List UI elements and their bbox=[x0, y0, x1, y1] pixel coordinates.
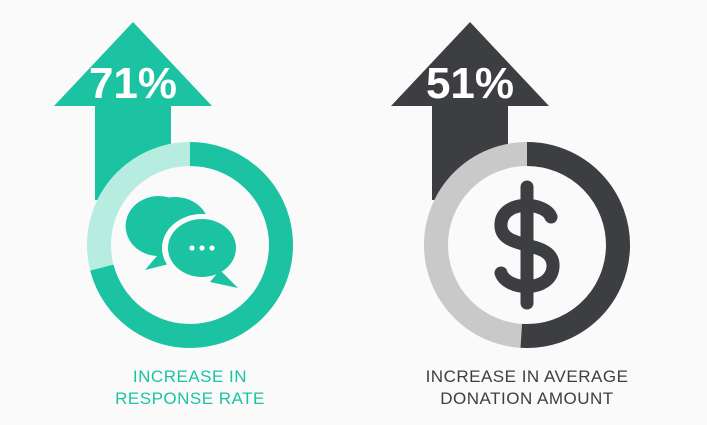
value-label: 51% bbox=[426, 59, 514, 108]
caption: INCREASE IN bbox=[133, 367, 247, 386]
caption: DONATION AMOUNT bbox=[440, 389, 613, 408]
chat-icon bbox=[125, 196, 242, 288]
dot bbox=[199, 245, 205, 251]
ring-arc bbox=[90, 142, 293, 348]
arrow bbox=[54, 22, 212, 200]
caption: INCREASE IN AVERAGE bbox=[426, 367, 629, 386]
ring-arc bbox=[520, 142, 630, 348]
dot bbox=[209, 245, 215, 251]
dollar-icon bbox=[494, 180, 560, 310]
caption: RESPONSE RATE bbox=[115, 389, 265, 408]
bubble-tail bbox=[210, 270, 238, 288]
arrow bbox=[391, 22, 549, 200]
value-label: 71% bbox=[89, 59, 177, 108]
dot bbox=[189, 245, 195, 251]
